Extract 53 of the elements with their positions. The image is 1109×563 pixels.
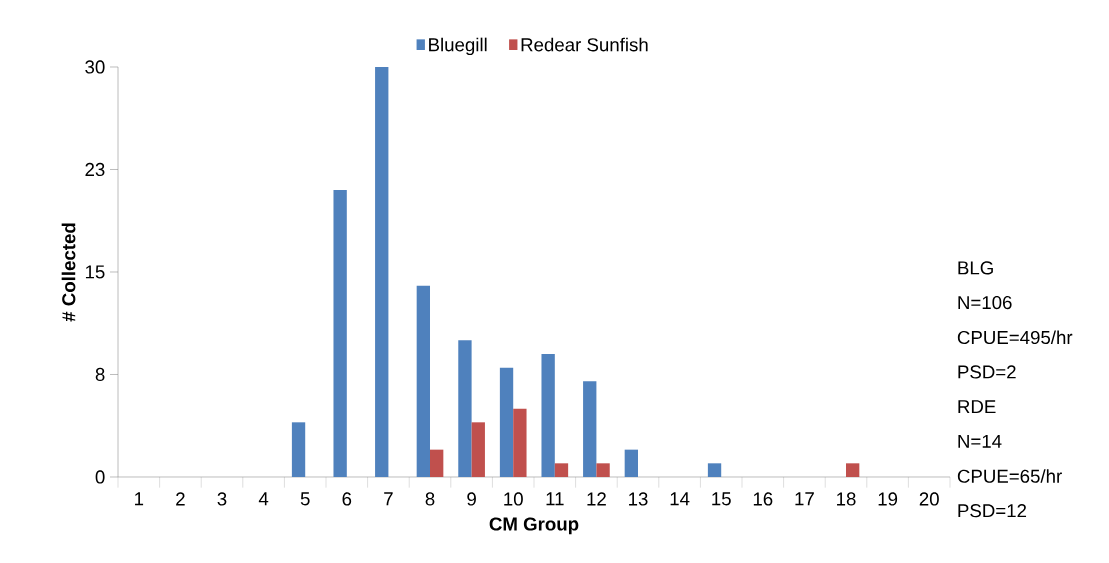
y-tick-label: 30 <box>85 60 105 74</box>
bar <box>846 463 860 477</box>
legend-label: Bluegill <box>429 37 487 56</box>
x-tick-label: 18 <box>837 492 856 506</box>
x-tick-label: 7 <box>384 492 393 506</box>
text: PSD=2 <box>958 365 1016 379</box>
x-tick-label: 19 <box>878 492 898 506</box>
bar <box>471 422 485 477</box>
text: N=14 <box>958 434 1002 448</box>
text: CPUE=495/hr <box>957 330 1073 345</box>
x-tick-label: 10 <box>504 492 523 506</box>
x-tick-label: 3 <box>217 492 227 506</box>
bar <box>624 449 639 477</box>
y-tick-label: 0 <box>95 470 105 484</box>
x-tick-label: 6 <box>342 492 352 506</box>
x-tick-label: 14 <box>670 492 690 506</box>
y-axis-title: # Collected <box>61 223 76 322</box>
x-tick-label: 4 <box>258 492 269 506</box>
bar <box>596 463 610 477</box>
x-tick-label: 5 <box>300 492 310 506</box>
bar <box>499 367 514 477</box>
text: PSD=12 <box>958 504 1027 518</box>
x-tick-label: 16 <box>753 492 773 506</box>
x-axis-title: CM Group <box>489 517 579 535</box>
bar <box>416 285 431 477</box>
x-tick-label: 9 <box>467 492 476 506</box>
y-tick-label: 8 <box>95 367 105 382</box>
x-tick-label: 17 <box>795 492 814 506</box>
x-tick-label: 15 <box>712 492 731 506</box>
bar <box>430 449 444 477</box>
text: CPUE=65/hr <box>957 469 1062 483</box>
y-tick-label: 15 <box>85 265 105 279</box>
bar <box>458 340 472 477</box>
x-tick-label: 11 <box>546 492 564 506</box>
x-tick-label: 2 <box>176 492 185 506</box>
text: RDE <box>958 400 996 414</box>
text: BLG <box>958 261 993 275</box>
x-tick-label: 1 <box>135 492 144 506</box>
bar <box>583 381 597 477</box>
y-tick-label: 23 <box>85 162 105 177</box>
bar <box>513 408 527 477</box>
x-tick-label: 8 <box>425 492 435 506</box>
bar <box>707 463 722 477</box>
x-tick-label: 13 <box>629 492 648 506</box>
x-tick-label: 12 <box>587 492 606 506</box>
bar <box>554 463 569 477</box>
x-tick-label: 20 <box>919 492 939 506</box>
bar <box>375 66 389 477</box>
bar <box>291 422 306 477</box>
bar <box>333 189 347 477</box>
legend-label: Redear Sunfish <box>521 37 648 52</box>
text: N=106 <box>958 295 1012 310</box>
bar <box>541 353 555 477</box>
